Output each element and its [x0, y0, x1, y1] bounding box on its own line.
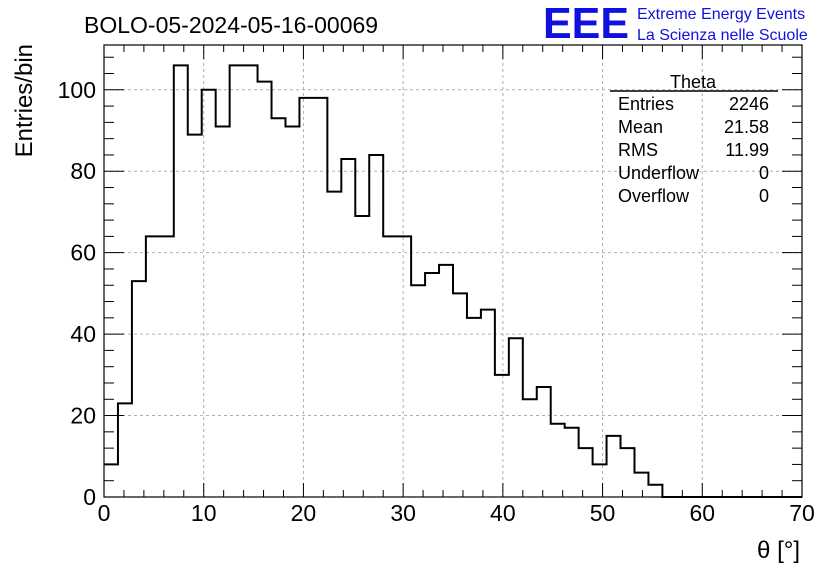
y-axis-label: Entries/bin: [11, 44, 38, 157]
eee-logo: EEE Extreme Energy Events La Scienza nel…: [543, 0, 808, 48]
stats-value-mean: 21.58: [724, 117, 769, 137]
chart-title: BOLO-05-2024-05-16-00069: [84, 12, 378, 38]
x-tick-label: 10: [191, 500, 217, 526]
x-tick-label: 0: [98, 500, 111, 526]
x-axis-label: θ [°]: [757, 537, 800, 564]
y-tick-label: 20: [70, 403, 96, 429]
stats-label-entries: Entries: [618, 94, 674, 114]
logo-letters: EEE: [543, 0, 629, 48]
plot-frame: [103, 44, 803, 498]
stats-box: Theta Entries 2246 Mean 21.58 RMS 11.99 …: [610, 72, 778, 206]
stats-label-rms: RMS: [618, 140, 658, 160]
logo-line2: La Scienza nelle Scuole: [637, 27, 808, 44]
stats-label-underflow: Underflow: [618, 163, 700, 183]
stats-label-mean: Mean: [618, 117, 663, 137]
stats-value-underflow: 0: [759, 163, 769, 183]
y-tick-label: 80: [70, 158, 96, 184]
y-tick-label: 60: [70, 240, 96, 266]
x-tick-label: 50: [590, 500, 616, 526]
x-tick-label: 20: [291, 500, 317, 526]
histogram-line: [104, 64, 802, 498]
y-tick-label: 40: [70, 321, 96, 347]
stats-value-rms: 11.99: [725, 140, 769, 160]
y-tick-label: 100: [58, 77, 96, 103]
stats-title: Theta: [670, 72, 717, 92]
x-tick-label: 70: [789, 500, 815, 526]
logo-line1: Extreme Energy Events: [637, 6, 805, 23]
x-tick-label: 60: [689, 500, 715, 526]
stats-value-entries: 2246: [729, 94, 769, 114]
stats-value-overflow: 0: [759, 186, 769, 206]
y-tick-labels: 0 20 40 60 80 100: [58, 77, 96, 510]
y-tick-label: 0: [83, 484, 96, 510]
x-tick-labels: 0 10 20 30 40 50 60 70: [98, 500, 815, 526]
x-tick-label: 30: [390, 500, 416, 526]
grid-lines: [104, 45, 802, 497]
stats-label-overflow: Overflow: [618, 186, 690, 206]
x-tick-label: 40: [490, 500, 516, 526]
